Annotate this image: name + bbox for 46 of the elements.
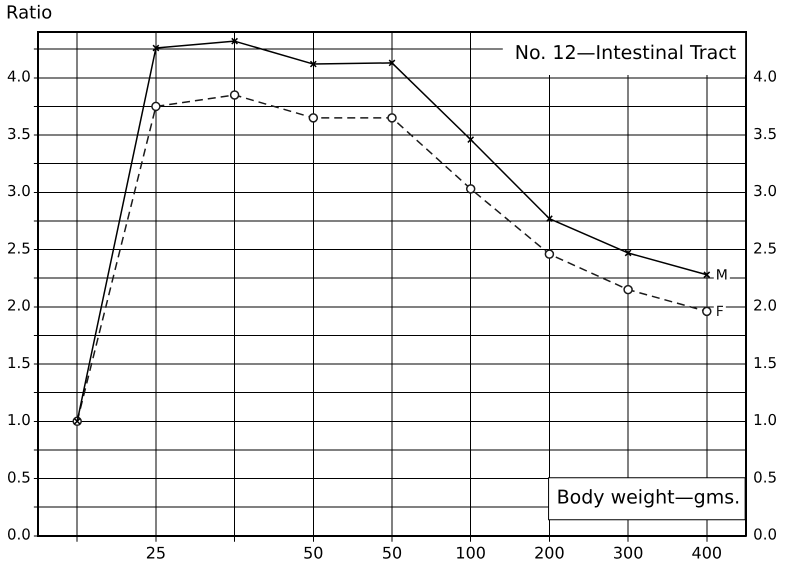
point (466, 184, 476, 194)
y2-tick-label: 0.0 (753, 526, 778, 544)
x-tick-label: 400 (692, 544, 722, 563)
point (231, 38, 238, 45)
x-tick-label: 300 (612, 544, 644, 563)
y-tick-label: 1.0 (6, 411, 31, 430)
y2-tick-label: 4.0 (753, 68, 778, 86)
point (544, 249, 554, 259)
x-tick-label: 200 (534, 544, 565, 563)
y-tick-label: 3.5 (6, 124, 31, 143)
x-axis-title: Body weight—gms. (556, 486, 740, 509)
text: No. 12—Intestinal Tract (514, 42, 736, 64)
y-tick-label: 3.0 (6, 182, 31, 200)
point (624, 249, 632, 257)
y-tick-label: 2.0 (6, 296, 31, 315)
y2-tick-label: 1.5 (753, 354, 778, 372)
point (467, 136, 474, 144)
x-tick-label: 100 (455, 544, 486, 563)
point (310, 60, 317, 68)
series-label: F (716, 304, 724, 320)
y2-tick-label: 1.0 (753, 411, 778, 430)
y-tick-label: 1.5 (6, 354, 31, 372)
y-tick-label: 4.0 (6, 68, 31, 86)
x-tick-label: 50 (382, 544, 402, 563)
y2-tick-label: 0.5 (753, 468, 778, 486)
point (151, 102, 161, 112)
point (546, 215, 553, 222)
y2-tick-label: 2.5 (753, 239, 778, 258)
series-label: M (716, 267, 728, 284)
y-tick-label: 0.5 (6, 468, 31, 486)
y-tick-label: 2.5 (6, 239, 31, 258)
point (230, 90, 240, 100)
y2-tick-label: 2.0 (753, 296, 778, 315)
point (388, 59, 396, 66)
point (152, 44, 160, 52)
y2-tick-label: 3.0 (753, 182, 778, 200)
y-axis-title: Ratio (6, 2, 52, 24)
y2-tick-label: 3.5 (753, 124, 778, 143)
x-tick-label: 25 (146, 544, 166, 563)
point (702, 306, 712, 316)
point (387, 113, 397, 123)
point (623, 284, 633, 294)
point (703, 271, 710, 278)
y-tick-label: 0.0 (6, 526, 31, 544)
point (308, 113, 318, 123)
x-tick-label: 50 (303, 544, 324, 563)
